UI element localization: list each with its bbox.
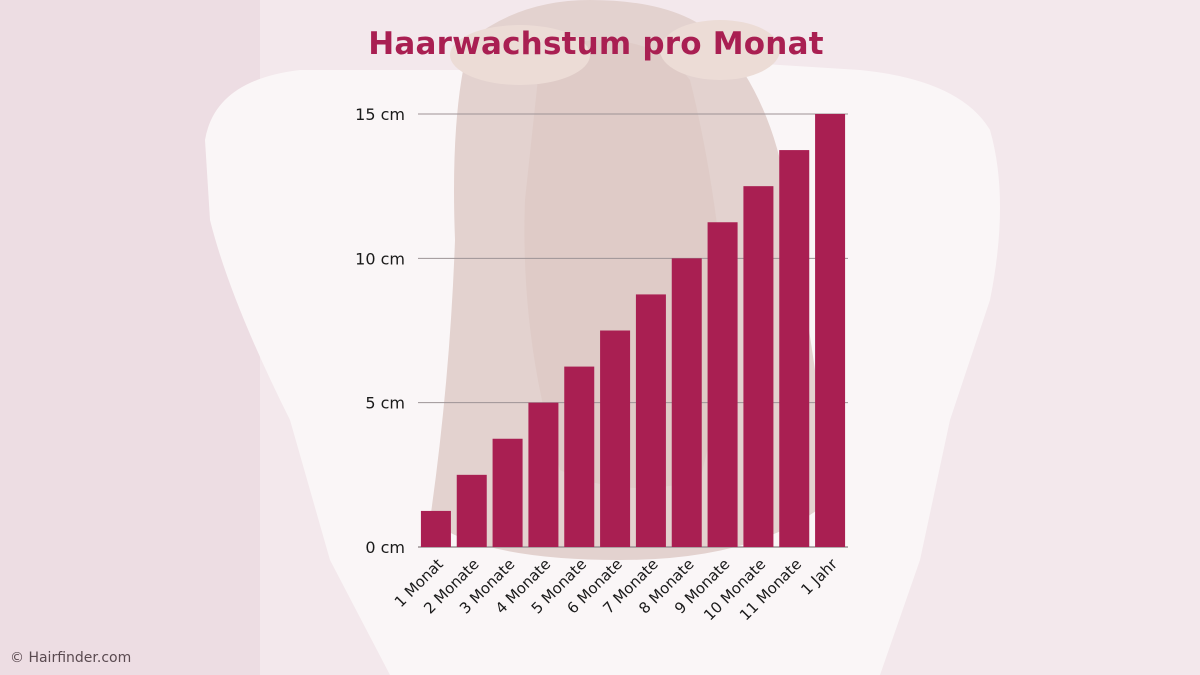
- bars: [420, 114, 846, 548]
- gridlines: [418, 113, 848, 548]
- bar: [456, 474, 487, 547]
- bar: [420, 510, 451, 547]
- bar: [743, 186, 774, 547]
- y-tick-label: 5 cm: [365, 394, 405, 413]
- copyright-text: © Hairfinder.com: [10, 650, 132, 666]
- y-tick-label: 15 cm: [355, 105, 405, 124]
- bar: [528, 402, 559, 547]
- y-tick-label: 10 cm: [355, 249, 405, 268]
- bar: [815, 114, 846, 547]
- y-tick-label: 0 cm: [365, 538, 405, 557]
- bar: [600, 330, 631, 547]
- chart-title: Haarwachstum pro Monat: [368, 26, 824, 62]
- bar: [779, 150, 810, 548]
- bar: [635, 294, 666, 547]
- bar: [564, 366, 595, 547]
- bar: [671, 258, 702, 547]
- bar: [492, 438, 523, 547]
- y-axis-ticks: 0 cm 5 cm 10 cm 15 cm: [355, 105, 405, 557]
- bar: [707, 222, 738, 547]
- x-tick-label: 1 Jahr: [797, 555, 841, 599]
